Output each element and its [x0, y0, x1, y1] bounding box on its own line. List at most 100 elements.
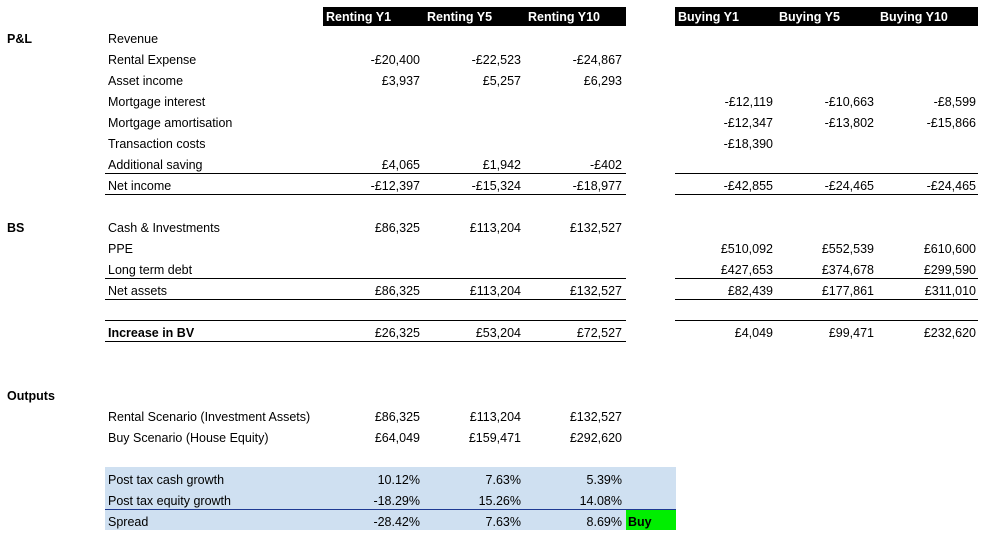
cell-additional-saving-renting-y10: -£402 — [590, 158, 622, 172]
cell-transaction-costs-renting-y5 — [421, 134, 521, 155]
row-label-cash-growth: Post tax cash growth — [108, 473, 225, 487]
buying-header-bar: Buying Y1 Buying Y5 Buying Y10 — [675, 7, 978, 26]
cell-buy-scenario-renting-y5: £159,471 — [468, 431, 521, 445]
cell-asset-income-renting-y5: £5,257 — [482, 74, 521, 88]
rule-net-income — [105, 194, 626, 195]
cell-revenue-renting-y1 — [320, 29, 420, 50]
cell-equity-growth-buying-y10 — [876, 491, 976, 512]
cell-rental-scenario-buying-y1 — [673, 407, 773, 428]
cell-net-assets-renting-y10: £132,527 — [569, 284, 622, 298]
cell-spread-buying-y1 — [673, 512, 773, 533]
cell-ppe-buying-y5: £552,539 — [821, 242, 874, 256]
cell-rental-scenario-buying-y10 — [876, 407, 976, 428]
cell-transaction-costs-renting-y10 — [522, 134, 622, 155]
cell-mortgage-amortisation-buying-y1: -£12,347 — [723, 116, 773, 130]
cell-equity-growth-buying-y5 — [774, 491, 874, 512]
cell-ppe-renting-y5 — [421, 239, 521, 260]
cell-mortgage-interest-buying-y5: -£10,663 — [824, 95, 874, 109]
cell-long-term-debt-buying-y5: £374,678 — [821, 263, 874, 277]
cell-cash-growth-buying-y5 — [774, 470, 874, 491]
rule-spread — [105, 509, 676, 510]
cell-long-term-debt-buying-y10: £299,590 — [923, 263, 976, 277]
cell-rental-scenario-renting-y5: £113,204 — [469, 410, 521, 424]
cell-cash-investments-buying-y5 — [774, 218, 874, 239]
cell-mortgage-interest-buying-y10: -£8,599 — [933, 95, 976, 109]
cell-net-income-buying-y10: -£24,465 — [926, 179, 976, 193]
cell-net-assets-buying-y1: £82,439 — [727, 284, 773, 298]
rule-increase-bv-bottom — [105, 341, 626, 342]
cell-spread-buying-y10 — [876, 512, 976, 533]
cell-spread-renting-y10: 8.69% — [586, 515, 622, 529]
header-buying-y1: Buying Y1 — [678, 10, 739, 24]
cell-buy-scenario-buying-y10 — [876, 428, 976, 449]
row-label-rental-scenario: Rental Scenario (Investment Assets) — [108, 410, 311, 424]
cell-equity-growth-buying-y1 — [673, 491, 773, 512]
cell-net-income-buying-y1: -£42,855 — [723, 179, 773, 193]
row-label-long-term-debt: Long term debt — [108, 263, 193, 277]
cell-increase-bv-buying-y5: £99,471 — [828, 326, 874, 340]
rule-buy-transaction — [675, 173, 978, 174]
cell-mortgage-amortisation-renting-y1 — [320, 113, 420, 134]
cell-mortgage-amortisation-renting-y10 — [522, 113, 622, 134]
cell-revenue-buying-y5 — [774, 29, 874, 50]
cell-rental-expense-renting-y10: -£24,867 — [572, 53, 622, 67]
cell-rental-scenario-renting-y1: £86,325 — [374, 410, 420, 424]
row-label-net-assets: Net assets — [108, 284, 168, 298]
header-buying-y5: Buying Y5 — [779, 10, 840, 24]
row-label-equity-growth: Post tax equity growth — [108, 494, 231, 508]
cell-additional-saving-renting-y1: £4,065 — [381, 158, 420, 172]
rule-buy-increase-bv-top — [675, 320, 978, 321]
row-label-transaction-costs: Transaction costs — [108, 137, 206, 151]
cell-increase-bv-buying-y1: £4,049 — [734, 326, 773, 340]
row-label-spread: Spread — [108, 515, 149, 529]
cell-net-income-renting-y10: -£18,977 — [572, 179, 622, 193]
cell-equity-growth-renting-y1: -18.29% — [373, 494, 420, 508]
cell-mortgage-amortisation-buying-y5: -£13,802 — [824, 116, 874, 130]
cell-rental-expense-renting-y5: -£22,523 — [471, 53, 521, 67]
cell-spread-renting-y1: -28.42% — [373, 515, 420, 529]
cell-increase-bv-buying-y10: £232,620 — [923, 326, 976, 340]
cell-mortgage-interest-renting-y1 — [320, 92, 420, 113]
cell-increase-bv-renting-y1: £26,325 — [374, 326, 420, 340]
cell-cash-investments-buying-y1 — [673, 218, 773, 239]
cell-ppe-renting-y1 — [320, 239, 420, 260]
cell-net-assets-buying-y5: £177,861 — [821, 284, 874, 298]
cell-cash-investments-renting-y1: £86,325 — [374, 221, 420, 235]
cell-cash-growth-buying-y10 — [876, 470, 976, 491]
cell-cash-investments-renting-y10: £132,527 — [569, 221, 622, 235]
cell-cash-growth-buying-y1 — [673, 470, 773, 491]
rule-additional-saving — [105, 173, 626, 174]
row-label-rental-expense: Rental Expense — [108, 53, 197, 67]
row-label-revenue: Revenue — [108, 32, 159, 46]
cell-net-income-renting-y5: -£15,324 — [471, 179, 521, 193]
cell-increase-bv-renting-y5: £53,204 — [475, 326, 521, 340]
verdict-highlight — [626, 509, 676, 530]
row-label-buy-scenario: Buy Scenario (House Equity) — [108, 431, 269, 445]
rule-increase-bv-top — [105, 320, 626, 321]
row-label-mortgage-interest: Mortgage interest — [108, 95, 206, 109]
cell-spread-buying-y5 — [774, 512, 874, 533]
cell-revenue-renting-y5 — [421, 29, 521, 50]
header-renting-y1: Renting Y1 — [326, 10, 392, 24]
row-label-cash-investments: Cash & Investments — [108, 221, 220, 235]
rule-long-term-debt — [105, 278, 626, 279]
row-label-asset-income: Asset income — [108, 74, 184, 88]
cell-cash-growth-renting-y5: 7.63% — [485, 473, 521, 487]
cell-ppe-buying-y10: £610,600 — [923, 242, 976, 256]
cell-increase-bv-renting-y10: £72,527 — [576, 326, 622, 340]
cell-transaction-costs-buying-y1: -£18,390 — [723, 137, 773, 151]
cell-asset-income-buying-y5 — [774, 71, 874, 92]
cell-revenue-buying-y10 — [876, 29, 976, 50]
section-bs: BS — [7, 221, 25, 235]
header-renting-y5: Renting Y5 — [427, 10, 493, 24]
cell-buy-scenario-renting-y1: £64,049 — [374, 431, 420, 445]
cell-cash-growth-renting-y1: 10.12% — [377, 473, 420, 487]
cell-transaction-costs-buying-y5 — [774, 134, 874, 155]
cell-asset-income-buying-y10 — [876, 71, 976, 92]
row-label-net-income: Net income — [108, 179, 172, 193]
rule-buy-net-assets — [675, 299, 978, 300]
cell-rental-expense-renting-y1: -£20,400 — [370, 53, 420, 67]
cell-revenue-renting-y10 — [522, 29, 622, 50]
rule-buy-long-term-debt — [675, 278, 978, 279]
cell-mortgage-amortisation-buying-y10: -£15,866 — [926, 116, 976, 130]
